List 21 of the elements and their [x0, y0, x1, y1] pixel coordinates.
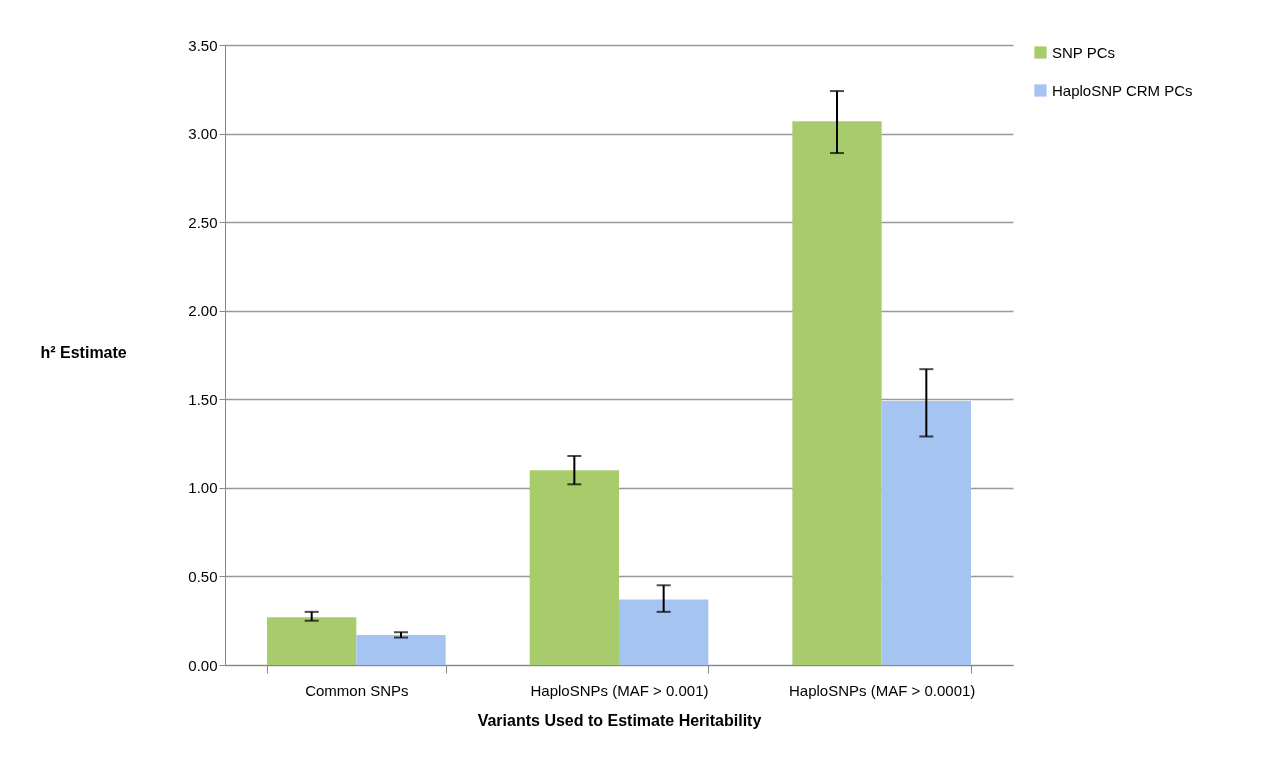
- legend-label: HaploSNP CRM PCs: [1052, 81, 1193, 99]
- y-tick-label: 2.00: [188, 302, 218, 320]
- y-tick-label: 2.50: [188, 213, 218, 231]
- bar: [356, 634, 446, 665]
- y-tick-label: 1.00: [188, 479, 218, 497]
- y-tick-label: 3.50: [188, 36, 218, 54]
- x-tick-label: Common SNPs: [305, 681, 409, 699]
- y-tick-label: 3.00: [188, 125, 218, 143]
- x-tick-label: HaploSNPs (MAF > 0.001): [530, 681, 709, 699]
- bar: [792, 121, 882, 665]
- bar: [529, 470, 619, 665]
- y-tick-label: 0.00: [188, 656, 218, 674]
- y-tick-label: 0.50: [188, 567, 218, 585]
- bar: [619, 599, 709, 665]
- legend-label: SNP PCs: [1052, 43, 1116, 61]
- x-axis-title: Variants Used to Estimate Heritability: [477, 711, 762, 729]
- y-axis-title: h² Estimate: [40, 343, 127, 361]
- bar: [267, 617, 357, 665]
- y-tick-label: 1.50: [188, 390, 218, 408]
- x-tick-label: HaploSNPs (MAF > 0.0001): [789, 681, 976, 699]
- bar: [881, 401, 971, 665]
